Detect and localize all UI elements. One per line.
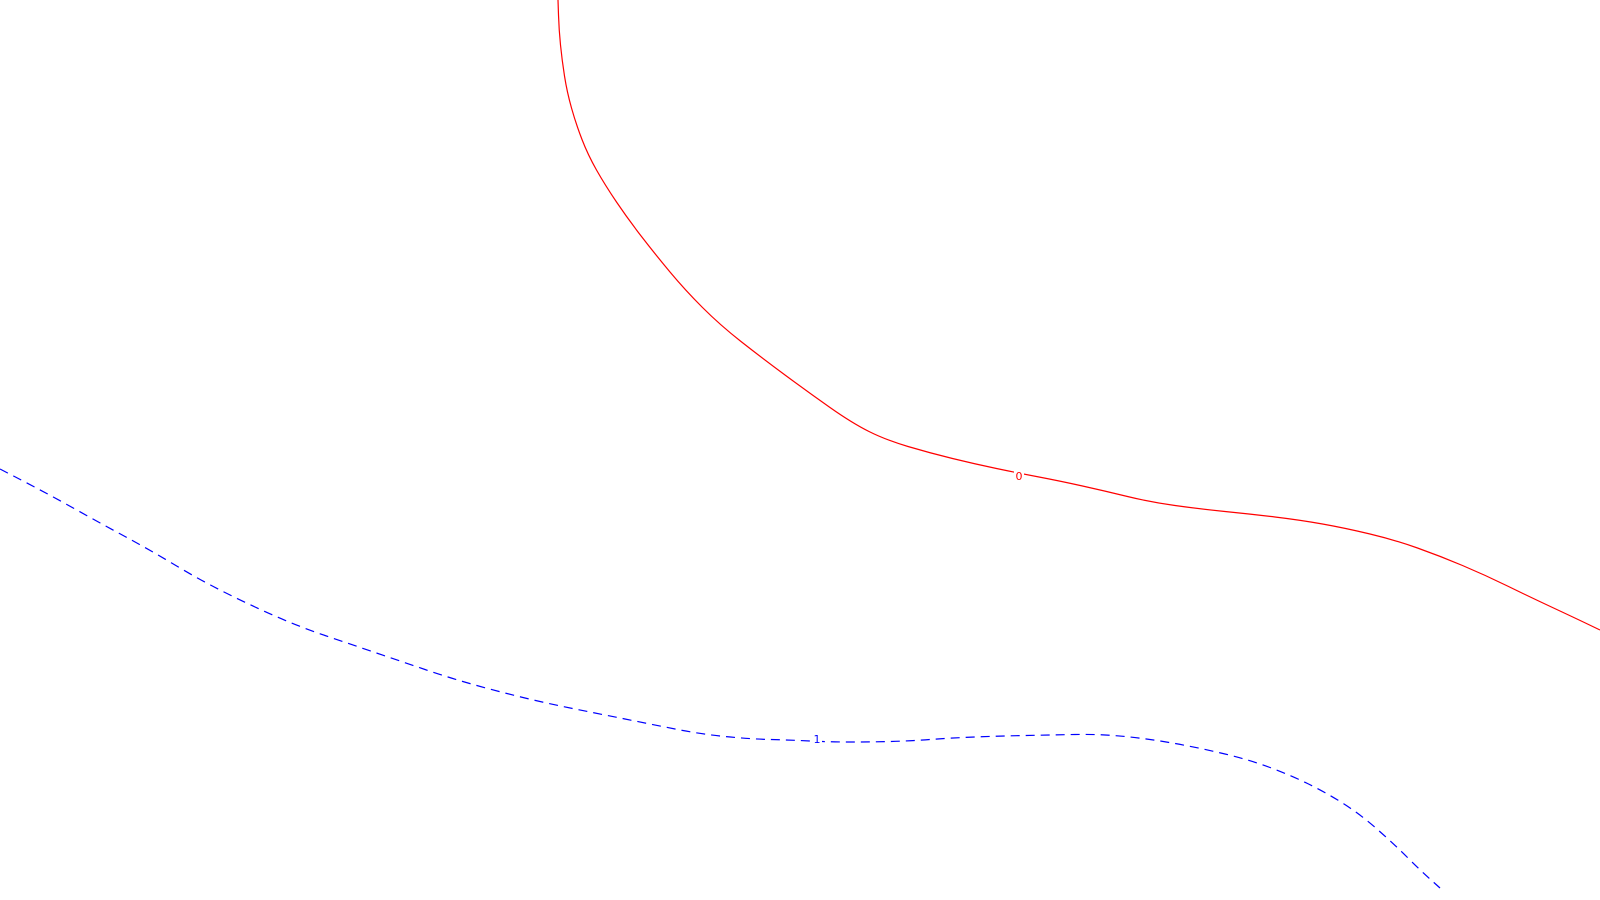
contour-label-background: [1014, 469, 1024, 482]
contour-label-level-0: 0: [1016, 470, 1023, 483]
contour-labels: 01: [812, 469, 1024, 746]
contour-label-background: [812, 732, 822, 745]
contour-line-level-1: [0, 468, 1441, 889]
contour-label-level-1: 1: [814, 733, 821, 746]
contour-line-level-0: [557, 0, 1600, 631]
